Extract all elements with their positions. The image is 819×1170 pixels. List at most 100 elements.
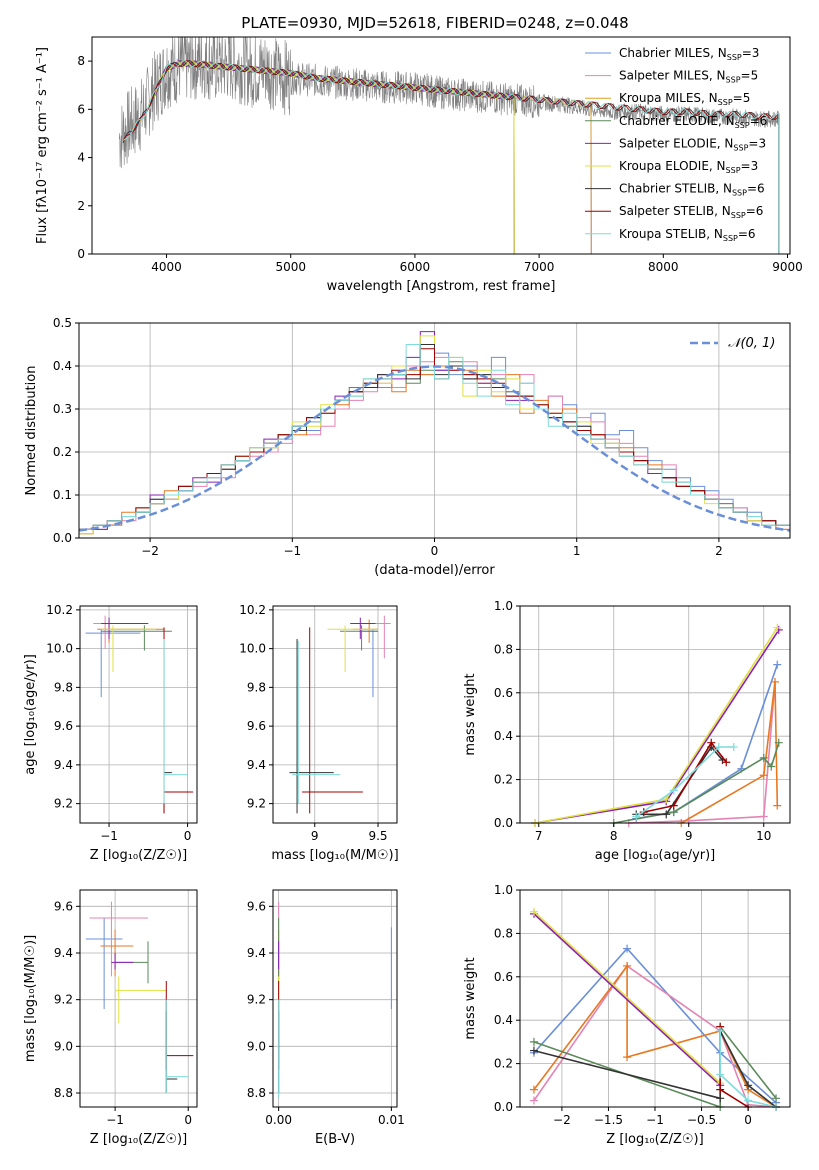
spectrum-legend-label: Salpeter MILES, NSSP=5 — [619, 69, 758, 85]
mass-weight-vs-z-ytick-label: 0.8 — [494, 926, 513, 940]
mass-weight-vs-age-xlabel: age [log₁₀(age/yr)] — [595, 848, 716, 863]
residuals-ytick-label: 0.2 — [53, 445, 72, 459]
mass-weight-vs-z-marker — [744, 1081, 753, 1090]
residuals-ytick-label: 0.5 — [53, 316, 72, 330]
spectrum-xtick-label: 7000 — [524, 260, 555, 274]
age-vs-mass-panel: 9 9.5 9.2 9.4 9.6 9.8 10.0 10.2 mass [log₁₀(M/M☉… — [239, 603, 398, 863]
age-vs-z-ylabel: age [log₁₀(age/yr)] — [23, 654, 38, 775]
mass-weight-vs-age-ytick-label: 0.6 — [494, 686, 513, 700]
mass-vs-ebv-ytick-label: 8.8 — [247, 1086, 266, 1100]
residuals-ytick-label: 0.0 — [53, 531, 72, 545]
age-vs-z-panel: −1 0 9.2 9.4 9.6 9.8 10.0 10.2 Z [log₁₀(Z/Z☉)] ag… — [23, 603, 198, 863]
mass-weight-vs-age-marker — [773, 660, 782, 669]
mass-weight-vs-z-series-line — [533, 947, 777, 1104]
legend-subscript: SSP — [732, 189, 747, 198]
mass-weight-vs-z-ytick-label: 1.0 — [494, 883, 513, 897]
mass-weight-vs-age-series-line — [628, 681, 776, 824]
legend-subscript: SSP — [726, 166, 741, 175]
residuals-ytick-label: 0.1 — [53, 488, 72, 502]
legend-subscript: SSP — [733, 143, 748, 152]
age-vs-mass-ytick-label: 9.2 — [247, 797, 266, 811]
legend-nssp: =3 — [741, 159, 759, 173]
spectrum-xtick-label: 4000 — [151, 260, 182, 274]
spectrum-ytick-label: 8 — [77, 54, 85, 68]
mass-vs-ebv-frame — [272, 889, 398, 1108]
spectrum-legend-label: Chabrier STELIB, NSSP=6 — [619, 182, 765, 198]
legend-subscript: SSP — [723, 234, 738, 243]
mass-weight-vs-z-marker — [623, 1053, 632, 1062]
spectrum-ytick-label: 0 — [77, 247, 85, 261]
residuals-legend-label: 𝒩(0, 1) — [728, 336, 775, 351]
mass-weight-vs-z-ylabel: mass weight — [463, 957, 478, 1039]
mass-weight-vs-age-marker — [669, 801, 678, 810]
mass-vs-z-ytick-label: 9.2 — [54, 993, 73, 1007]
residuals-ytick-label: 0.4 — [53, 359, 72, 373]
mass-weight-vs-age-ytick-label: 0.4 — [494, 729, 513, 743]
mass-vs-z-ylabel: mass [log₁₀(M/M☉)] — [23, 935, 38, 1062]
mass-weight-vs-age-xtick-label: 8 — [610, 829, 618, 843]
mass-weight-vs-age-xtick-label: 7 — [535, 829, 543, 843]
age-vs-z-ytick-label: 10.2 — [46, 603, 73, 617]
mass-vs-z-ytick-label: 9.4 — [54, 946, 73, 960]
mass-weight-vs-age-marker — [669, 786, 678, 795]
mass-weight-vs-age-marker — [759, 771, 768, 780]
residuals-xtick-label: 2 — [715, 544, 723, 558]
spectrum-panel: 4000 5000 6000 7000 8000 9000 0 2 4 6 8 Chabrier MI… — [35, 36, 803, 294]
spectrum-xtick-label: 9000 — [772, 260, 803, 274]
mass-weight-vs-z-ytick-label: 0.4 — [494, 1013, 513, 1027]
age-vs-mass-frame — [272, 605, 398, 824]
mass-weight-vs-z-marker — [716, 1094, 725, 1103]
spectrum-model-line — [122, 60, 780, 254]
spectrum-legend-label: Kroupa ELODIE, NSSP=3 — [619, 159, 758, 175]
mass-weight-vs-age-series-line — [635, 746, 734, 818]
mass-vs-ebv-xlabel: E(B-V) — [315, 1132, 355, 1147]
spectrum-xtick-label: 8000 — [648, 260, 679, 274]
age-vs-z-ytick-label: 9.2 — [54, 797, 73, 811]
spectrum-xtick-label: 5000 — [275, 260, 306, 274]
spectrum-ytick-label: 2 — [77, 199, 85, 213]
normal-reference-curve — [78, 365, 791, 532]
mass-weight-vs-age-marker — [632, 812, 641, 821]
mass-vs-ebv-xtick-label: 0.01 — [378, 1113, 405, 1127]
residuals-xlabel: (data-model)/error — [374, 563, 495, 578]
mass-weight-vs-z-series-line — [533, 913, 721, 1086]
legend-subscript: SSP — [731, 211, 746, 220]
mass-weight-vs-z-marker — [529, 1046, 538, 1055]
spectrum-legend-label: Chabrier ELODIE, NSSP=6 — [619, 114, 767, 130]
mass-weight-vs-z-xlabel: Z [log₁₀(Z/Z☉)] — [606, 1132, 703, 1147]
mass-weight-vs-age-marker — [662, 810, 671, 819]
mass-weight-vs-z-panel: −2 −1.5 −1 −0.5 0 0.0 0.2 0.4 0.6 0.8 1.0 Z [log₁₀(… — [463, 883, 791, 1147]
mass-weight-vs-age-series-line — [643, 741, 727, 813]
age-vs-z-xtick-label: −1 — [100, 829, 118, 843]
mass-weight-vs-z-ytick-label: 0.0 — [494, 1100, 513, 1114]
mass-vs-ebv-xtick-label: 0.00 — [265, 1113, 292, 1127]
spectrum-xtick-label: 6000 — [400, 260, 431, 274]
mass-weight-vs-z-ytick-label: 0.2 — [494, 1057, 513, 1071]
age-vs-z-frame — [79, 605, 198, 824]
mass-vs-z-xtick-label: 0 — [184, 1113, 192, 1127]
mass-weight-vs-age-marker — [771, 677, 779, 686]
age-vs-mass-ytick-label: 9.4 — [247, 758, 266, 772]
spectrum-legend-label: Kroupa MILES, NSSP=5 — [619, 91, 750, 107]
residuals-xtick-label: −2 — [141, 544, 159, 558]
mass-weight-vs-z-marker — [716, 1070, 725, 1079]
age-vs-mass-xtick-label: 9.5 — [368, 829, 387, 843]
mass-weight-vs-age-marker — [707, 738, 716, 747]
mass-weight-vs-age-ytick-label: 0.0 — [494, 816, 513, 830]
spectrum-legend-label: Salpeter STELIB, NSSP=6 — [619, 204, 763, 220]
mass-vs-z-xlabel: Z [log₁₀(Z/Z☉)] — [90, 1132, 187, 1147]
age-vs-mass-xlabel: mass [log₁₀(M/M☉)] — [271, 848, 398, 863]
mass-vs-z-ytick-label: 9.0 — [54, 1039, 73, 1053]
residuals-ytick-label: 0.3 — [53, 402, 72, 416]
mass-weight-vs-age-ylabel: mass weight — [463, 673, 478, 755]
mass-weight-vs-age-marker — [767, 762, 776, 771]
spectrum-ytick-label: 6 — [77, 102, 85, 116]
age-vs-mass-xtick-label: 9 — [311, 829, 319, 843]
age-vs-z-ytick-label: 10.0 — [46, 642, 73, 656]
mass-weight-vs-z-xtick-label: −2 — [553, 1113, 571, 1127]
mass-vs-z-ytick-label: 9.6 — [54, 899, 73, 913]
mass-weight-vs-z-xtick-label: −0.5 — [687, 1113, 716, 1127]
mass-weight-vs-z-series-line — [533, 963, 777, 1108]
